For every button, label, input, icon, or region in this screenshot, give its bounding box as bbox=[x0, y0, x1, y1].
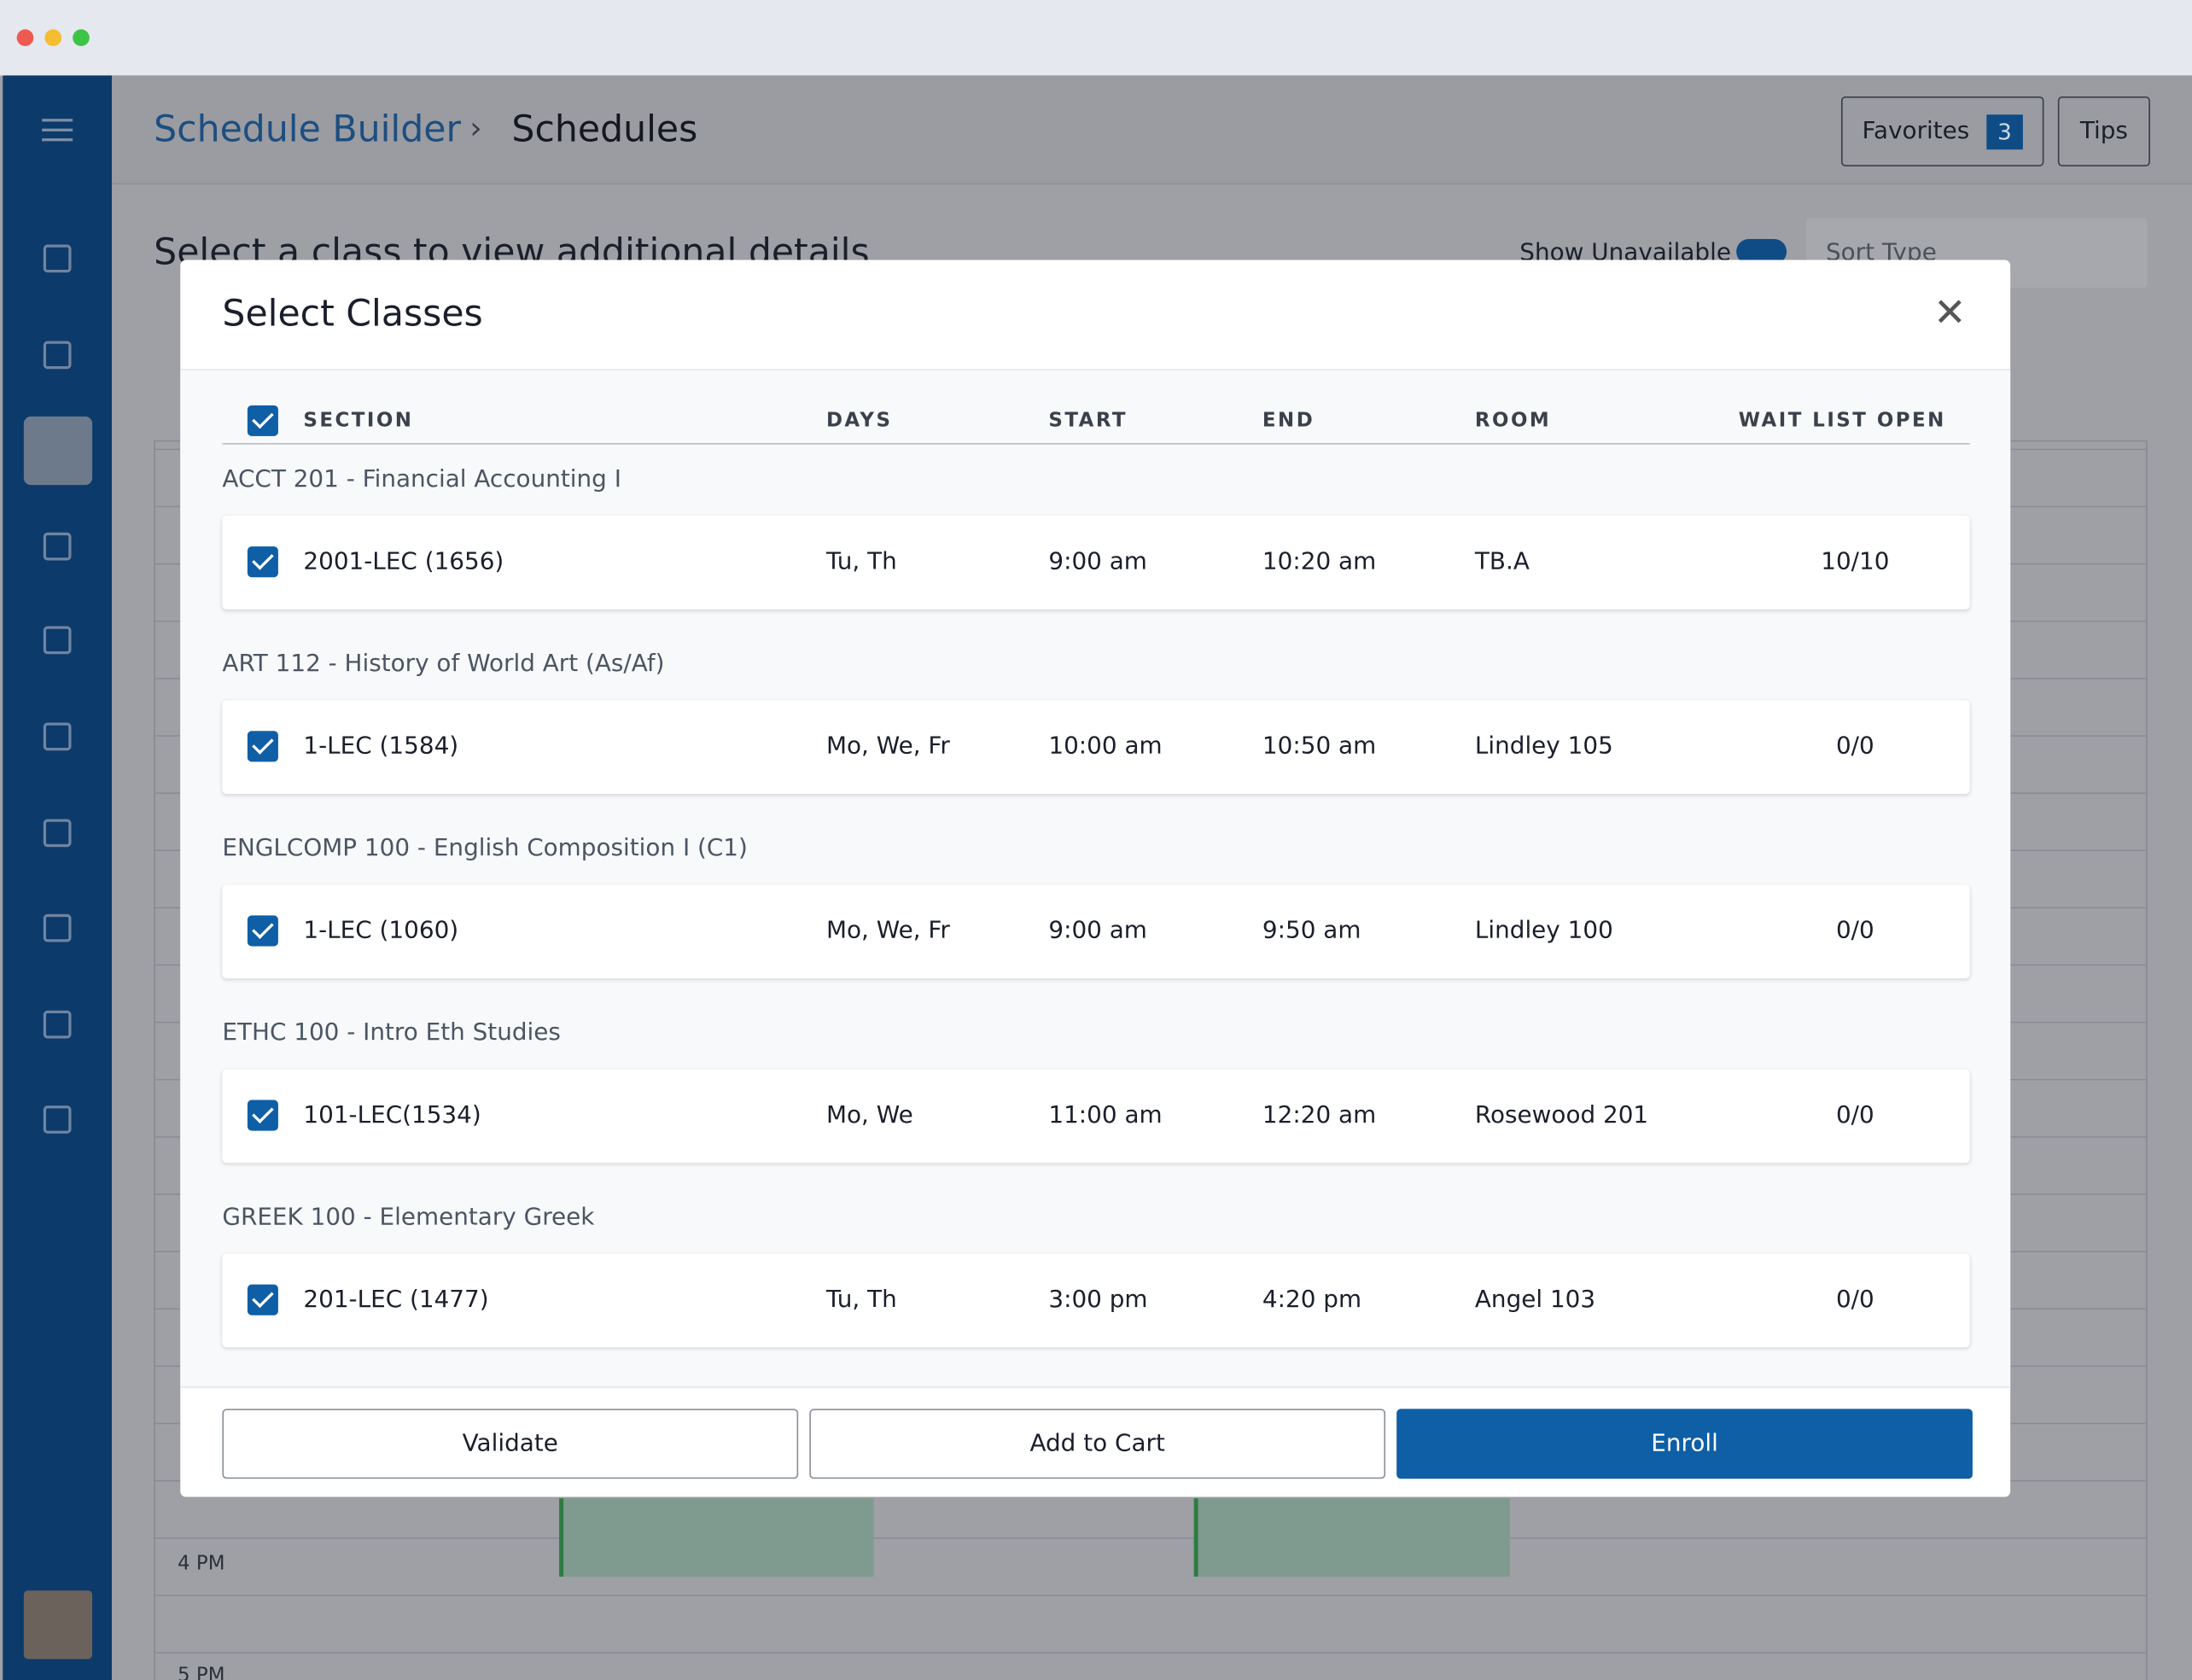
cell-room: Rosewood 201 bbox=[1474, 1101, 1649, 1129]
nav-icon[interactable] bbox=[43, 532, 72, 561]
nav-icon[interactable] bbox=[43, 913, 72, 942]
section-card[interactable] bbox=[222, 700, 1970, 794]
cell-start: 10:00 am bbox=[1048, 732, 1163, 761]
modal-title: Select Classes bbox=[222, 293, 483, 335]
course-title: ETHC 100 - Intro Eth Studies bbox=[222, 1018, 561, 1047]
section-checkbox[interactable] bbox=[247, 915, 278, 947]
toggle[interactable] bbox=[1736, 238, 1787, 265]
tips-button[interactable]: Tips bbox=[2057, 96, 2150, 166]
modal: Select Classes ✕ SECTION DAYS START END ROOM… bbox=[180, 260, 2011, 1497]
cell-days: Mo, We, Fr bbox=[825, 917, 950, 945]
menu-icon[interactable] bbox=[42, 119, 73, 142]
cell-room: Lindley 105 bbox=[1474, 732, 1613, 761]
cell-end: 12:20 am bbox=[1262, 1101, 1377, 1129]
favorites-label: Favorites bbox=[1862, 117, 1970, 146]
time-label: 5 PM bbox=[178, 1665, 225, 1680]
browser-bar bbox=[0, 0, 2192, 76]
section-checkbox[interactable] bbox=[247, 546, 278, 578]
column-header: DAYS bbox=[825, 409, 893, 432]
action-button[interactable]: Validate bbox=[222, 1409, 799, 1479]
class-block[interactable] bbox=[1193, 1498, 1510, 1577]
nav-icon[interactable] bbox=[43, 341, 72, 370]
cell-days: Tu, Th bbox=[825, 1286, 897, 1315]
column-header: ROOM bbox=[1474, 409, 1552, 432]
favorites-count: 3 bbox=[1985, 114, 2023, 149]
column-header: END bbox=[1262, 409, 1315, 432]
course-title: GREEK 100 - Elementary Greek bbox=[222, 1203, 595, 1232]
cell-wait-list: 0/0 bbox=[1835, 1286, 1874, 1315]
active-nav[interactable] bbox=[23, 416, 93, 486]
cell-section: 1-LEC (1060) bbox=[303, 917, 459, 945]
cell-days: Tu, Th bbox=[825, 547, 897, 576]
divider bbox=[180, 1386, 2011, 1388]
column-header: SECTION bbox=[303, 409, 414, 432]
select-all-checkbox[interactable] bbox=[247, 405, 278, 436]
cell-start: 11:00 am bbox=[1048, 1101, 1163, 1129]
min-dot bbox=[44, 29, 62, 47]
chevron: › bbox=[469, 111, 482, 147]
max-dot bbox=[73, 29, 90, 47]
cell-end: 10:50 am bbox=[1262, 732, 1377, 761]
sidebar bbox=[3, 75, 113, 1680]
course-title: ENGLCOMP 100 - English Composition I (C1… bbox=[222, 834, 748, 863]
cell-section: 1-LEC (1584) bbox=[303, 732, 459, 761]
action-button[interactable]: Add to Cart bbox=[809, 1409, 1386, 1479]
cell-room: TB.A bbox=[1474, 547, 1530, 576]
cell-start: 9:00 am bbox=[1048, 917, 1147, 945]
nav-icon[interactable] bbox=[43, 819, 72, 848]
favorites-button[interactable]: Favorites 3 bbox=[1840, 96, 2044, 166]
cell-days: Mo, We, Fr bbox=[825, 732, 950, 761]
cell-wait-list: 0/0 bbox=[1835, 732, 1874, 761]
section-card[interactable] bbox=[222, 884, 1970, 979]
cell-room: Angel 103 bbox=[1474, 1286, 1596, 1315]
action-button[interactable]: Enroll bbox=[1396, 1409, 1973, 1479]
section-card[interactable] bbox=[222, 516, 1970, 610]
cell-wait-list: 10/10 bbox=[1821, 547, 1890, 576]
breadcrumb-current: Schedules bbox=[511, 108, 698, 151]
class-block[interactable] bbox=[559, 1498, 874, 1577]
section-checkbox[interactable] bbox=[247, 731, 278, 762]
cell-days: Mo, We bbox=[825, 1101, 913, 1129]
cell-section: 201-LEC (1477) bbox=[303, 1286, 489, 1315]
close-dot bbox=[16, 29, 34, 47]
column-header: WAIT LIST OPEN bbox=[1738, 409, 1946, 432]
cell-section: 101-LEC(1534) bbox=[303, 1101, 481, 1129]
section-checkbox[interactable] bbox=[247, 1100, 278, 1131]
cell-start: 9:00 am bbox=[1048, 547, 1147, 576]
section-card[interactable] bbox=[222, 1069, 1970, 1164]
cell-wait-list: 0/0 bbox=[1835, 917, 1874, 945]
cell-end: 9:50 am bbox=[1262, 917, 1361, 945]
course-title: ACCT 201 - Financial Accounting I bbox=[222, 465, 621, 493]
nav-icon[interactable] bbox=[43, 1010, 72, 1039]
cell-section: 2001-LEC (1656) bbox=[303, 547, 504, 576]
cell-end: 10:20 am bbox=[1262, 547, 1377, 576]
divider bbox=[180, 369, 2011, 370]
cell-end: 4:20 pm bbox=[1262, 1286, 1362, 1315]
column-header: START bbox=[1048, 409, 1128, 432]
section-card[interactable] bbox=[222, 1253, 1970, 1348]
nav-icon[interactable] bbox=[43, 244, 72, 273]
time-label: 4 PM bbox=[178, 1553, 225, 1576]
header: Schedule Builder › Schedules Favorites 3 … bbox=[112, 75, 2192, 185]
section-checkbox[interactable] bbox=[247, 1284, 278, 1315]
cell-room: Lindley 100 bbox=[1474, 917, 1613, 945]
cell-wait-list: 0/0 bbox=[1835, 1101, 1874, 1129]
close-button[interactable]: ✕ bbox=[1933, 289, 1967, 335]
course-title: ART 112 - History of World Art (As/Af) bbox=[222, 650, 665, 679]
nav-icon[interactable] bbox=[43, 626, 72, 655]
nav-icon[interactable] bbox=[43, 722, 72, 751]
header-line bbox=[222, 443, 1970, 445]
cell-start: 3:00 pm bbox=[1048, 1286, 1148, 1315]
nav-icon[interactable] bbox=[43, 1105, 72, 1134]
avatar[interactable] bbox=[23, 1590, 93, 1660]
breadcrumb-link[interactable]: Schedule Builder bbox=[154, 108, 461, 151]
